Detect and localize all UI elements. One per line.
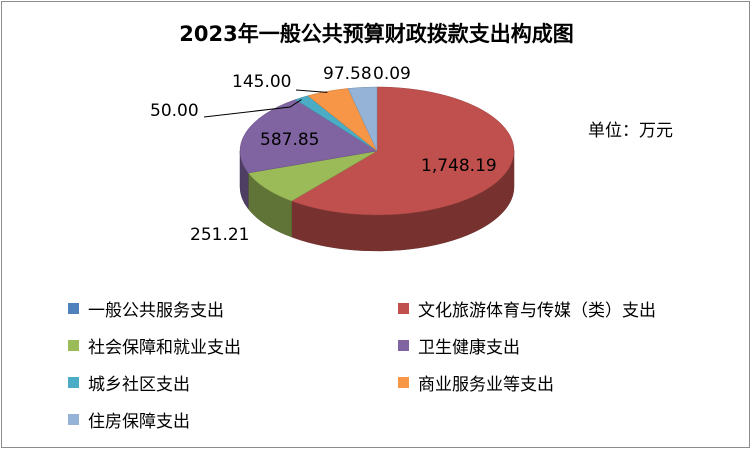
chart-title: 2023年一般公共预算财政拨款支出构成图 [179,22,574,46]
legend-item: 卫生健康支出 [398,333,520,358]
legend-item: 城乡社区支出 [68,370,190,395]
slice-5-data-label: 145.00 [232,72,291,92]
slice-3-top [239,99,378,174]
legend-swatch [398,302,409,314]
legend-item: 商业服务业等支出 [398,370,554,395]
legend-item: 文化旅游体育与传媒（类）支出 [398,296,656,321]
legend-label: 城乡社区支出 [88,374,190,395]
slice-1-data-label: 1,748.19 [421,156,497,176]
slice-1-top [291,86,515,216]
legend-label: 文化旅游体育与传媒（类）支出 [418,300,656,321]
legend-swatch [68,413,79,425]
slice-3-data-label: 587.85 [260,130,319,150]
data-labels: 0.09 1,748.19 251.21 587.85 50.00 145.00 97.58 [150,64,497,245]
legend-item: 社会保障和就业支出 [68,333,241,358]
leader-line-slice-4 [203,99,302,118]
slice-6-data-label: 97.58 [323,64,372,84]
unit-label: 单位：万元 [588,121,673,141]
leader-line-slice-5 [295,89,328,93]
slice-6-top [347,86,378,152]
legend-swatch [68,339,79,351]
slice-0-data-label: 0.09 [373,64,411,84]
legend-label: 一般公共服务支出 [88,300,224,321]
legend-swatch [68,376,79,388]
legend-label: 社会保障和就业支出 [88,337,241,358]
legend-label: 商业服务业等支出 [418,374,554,395]
leader-lines [203,89,328,118]
legend-label: 住房保障支出 [88,411,190,432]
slice-2-data-label: 251.21 [190,225,249,245]
legend-label: 卫生健康支出 [418,337,520,358]
legend-swatch [68,302,79,314]
slice-4-data-label: 50.00 [150,101,199,121]
legend-swatch [398,339,409,351]
legend-item: 一般公共服务支出 [68,296,224,321]
legend-item: 住房保障支出 [68,407,190,432]
pie-slices [239,86,515,216]
legend-swatch [398,376,409,388]
